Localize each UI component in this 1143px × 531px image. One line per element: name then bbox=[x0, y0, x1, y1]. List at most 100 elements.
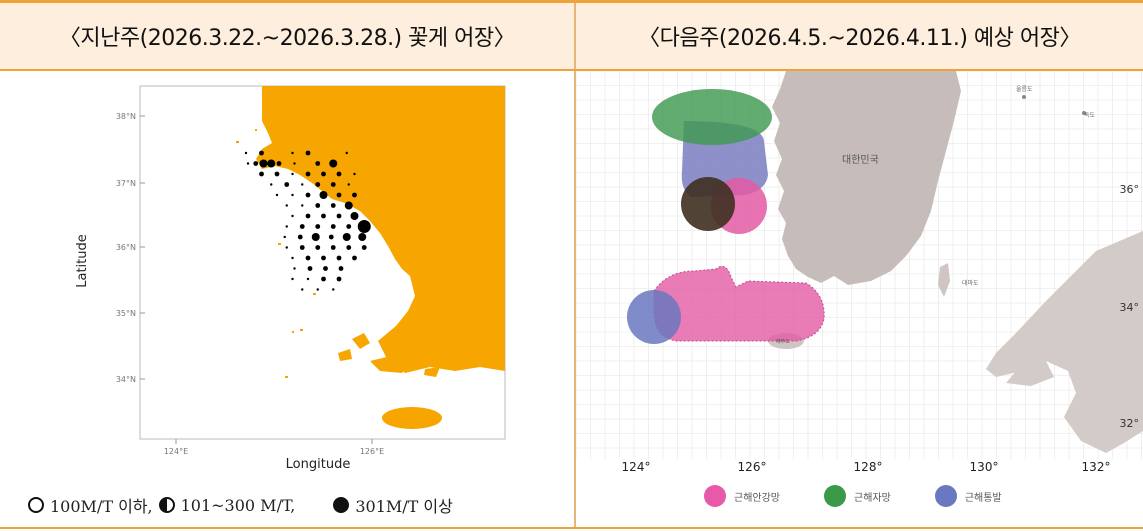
catch-symbol bbox=[311, 233, 320, 241]
catch-symbol bbox=[291, 193, 294, 197]
area-pink-south bbox=[653, 265, 825, 342]
catch-symbol bbox=[285, 204, 288, 207]
legend-green-label: 근해자망 bbox=[854, 492, 891, 504]
sw-islands-3 bbox=[338, 349, 352, 361]
legend-blue-label: 근해통발 bbox=[964, 492, 1002, 504]
japan-coast-detail bbox=[1006, 361, 1054, 386]
catch-symbol bbox=[283, 235, 286, 239]
next-week-panel: 대한민국 울릉도 독도 대마도 제주도 124° 126° 128° 130° … bbox=[575, 70, 1143, 527]
blue-area-icon bbox=[934, 485, 957, 507]
catch-symbol bbox=[307, 266, 313, 271]
catch-symbol bbox=[259, 150, 264, 156]
catch-symbol bbox=[253, 161, 259, 166]
catch-symbol bbox=[350, 212, 359, 220]
legend-item-green: 근해자망 bbox=[824, 485, 891, 507]
catch-symbol bbox=[346, 224, 352, 229]
catch-symbol bbox=[330, 224, 336, 229]
catch-symbol bbox=[358, 233, 367, 241]
lon-tick-124: 124°E bbox=[164, 447, 188, 456]
catch-symbol bbox=[299, 245, 305, 250]
tsushima-island bbox=[938, 263, 950, 297]
catch-symbol bbox=[305, 213, 311, 219]
pink-area-icon bbox=[704, 485, 726, 507]
catch-symbol bbox=[336, 213, 342, 219]
daemado-label: 대마도 bbox=[962, 279, 979, 287]
catch-symbol bbox=[284, 182, 290, 187]
catch-symbol bbox=[321, 276, 326, 282]
filled-circle-icon bbox=[333, 497, 350, 513]
catch-symbol bbox=[315, 245, 321, 250]
catch-symbol bbox=[321, 213, 326, 219]
catch-symbol bbox=[353, 172, 356, 176]
lat-tick-35: 35°N bbox=[116, 309, 136, 318]
ulleungdo-dot bbox=[1022, 95, 1026, 99]
area-green-north bbox=[652, 89, 772, 145]
x-axis-label: Longitude bbox=[286, 457, 351, 472]
sw-islands bbox=[370, 355, 410, 373]
catch-symbol bbox=[336, 276, 342, 282]
dokdo-dot bbox=[1082, 111, 1086, 115]
catch-symbol bbox=[346, 245, 352, 250]
catch-symbol bbox=[332, 288, 335, 291]
catch-symbol bbox=[275, 193, 279, 197]
lon-tick-126: 126°E bbox=[360, 447, 384, 456]
catch-symbol bbox=[305, 150, 311, 156]
catch-symbol bbox=[347, 183, 350, 186]
islet bbox=[285, 376, 288, 378]
catch-symbol bbox=[321, 171, 326, 177]
catch-symbol bbox=[291, 214, 294, 218]
last-week-header: 〈지난주(2026.3.22.~2026.3.28.) 꽃게 어장〉 bbox=[0, 3, 574, 69]
catch-legend: 100M/T 이하, 101~300 M/T, 301M/T 이상 bbox=[28, 493, 453, 517]
catch-symbol bbox=[357, 220, 371, 233]
lat-tick-34: 34°N bbox=[116, 375, 136, 384]
header-divider bbox=[0, 69, 1143, 71]
catch-symbol bbox=[328, 234, 334, 240]
catch-symbol bbox=[305, 192, 311, 198]
catch-symbol bbox=[285, 225, 288, 228]
islet bbox=[278, 243, 281, 245]
islet bbox=[292, 331, 294, 333]
catch-symbol bbox=[301, 183, 304, 186]
lat-tick-37: 37°N bbox=[116, 179, 136, 188]
area-brown-overlap bbox=[681, 177, 735, 231]
legend-large-label: 301M/T 이상 bbox=[355, 497, 453, 516]
catch-symbol bbox=[330, 203, 336, 208]
lon-tick-124: 124° bbox=[622, 460, 651, 474]
left-landmass bbox=[236, 86, 505, 429]
catch-symbols bbox=[244, 150, 371, 291]
catch-symbol bbox=[315, 203, 321, 208]
catch-symbol bbox=[305, 171, 311, 177]
lat-tick-38: 38°N bbox=[116, 112, 136, 121]
sw-islands-5 bbox=[424, 367, 440, 377]
catch-symbol bbox=[336, 171, 342, 177]
catch-symbol bbox=[352, 255, 357, 261]
catch-symbol bbox=[321, 255, 326, 261]
islet bbox=[255, 129, 257, 131]
catch-symbol bbox=[244, 151, 248, 155]
catch-symbol bbox=[316, 288, 319, 291]
country-label: 대한민국 bbox=[842, 154, 879, 166]
lat-ticks: 38°N 37°N 36°N 35°N 34°N bbox=[116, 112, 145, 384]
catch-symbol bbox=[293, 267, 296, 270]
catch-symbol bbox=[291, 151, 294, 155]
islet bbox=[236, 141, 239, 143]
catch-symbol bbox=[299, 224, 305, 229]
catch-symbol bbox=[259, 171, 264, 177]
legend-item-pink: 근해안강망 bbox=[704, 485, 780, 507]
catch-symbol bbox=[330, 182, 336, 187]
catch-symbol bbox=[259, 159, 268, 168]
catch-symbol bbox=[329, 159, 338, 168]
sw-islands-2 bbox=[352, 333, 370, 349]
catch-symbol bbox=[305, 255, 311, 261]
ulleungdo-label: 울릉도 bbox=[1016, 86, 1033, 93]
legend-pink-label: 근해안강망 bbox=[734, 492, 780, 504]
korea-land-grey bbox=[772, 71, 961, 285]
last-week-title: 〈지난주(2026.3.22.~2026.3.28.) 꽃게 어장〉 bbox=[58, 26, 516, 51]
catch-symbol bbox=[345, 151, 348, 155]
lon-ticks: 124°E 126°E bbox=[164, 439, 384, 456]
legend-item-blue: 근해통발 bbox=[934, 485, 1002, 507]
islet bbox=[313, 293, 316, 295]
catch-symbol bbox=[276, 161, 282, 166]
half-circle-icon bbox=[158, 497, 175, 513]
catch-symbol bbox=[274, 171, 280, 177]
